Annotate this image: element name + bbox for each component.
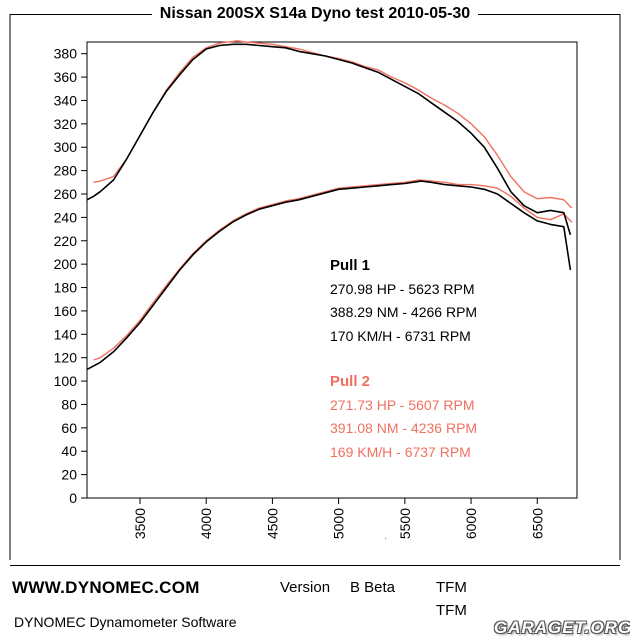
tfm-label-1: TFM [436,579,467,596]
chart-title-text: Nissan 200SX S14a Dyno test 2010-05-30 [151,5,479,22]
x-tick-label: 3500 [132,508,148,539]
watermark-logo: GARAGET.ORG [494,618,630,637]
y-tick-label: 360 [54,69,78,85]
y-tick-label: 340 [54,92,78,108]
series-lines [86,40,573,371]
brand-url: WWW.DYNOMEC.COM [12,578,200,597]
y-tick-label: 80 [61,396,77,412]
pull2-title: Pull 2 [330,373,371,390]
y-tick-label: 20 [61,467,77,483]
pull2-nm: 391.08 NM - 4236 RPM [330,420,478,436]
version-value: B Beta [350,579,396,596]
y-tick-label: 100 [54,373,78,389]
stray-mark: · [384,533,387,544]
y-tick-label: 160 [54,303,78,319]
pull1-title: Pull 1 [330,257,371,274]
y-tick-label: 40 [61,443,77,459]
pull1-speed: 170 KM/H - 6731 RPM [330,328,471,344]
footer-separator [10,565,620,566]
y-tick-label: 240 [54,209,78,225]
series-line-pull-1-power-hp [86,180,572,371]
pull2-speed: 169 KM/H - 6737 RPM [330,444,471,460]
x-tick-label: 4000 [198,508,214,539]
version-label: Version [280,579,331,596]
series-line-pull-2-torque-nm [93,40,573,209]
y-tick-label: 0 [69,490,77,506]
y-tick-label: 280 [54,163,78,179]
y-tick-label: 180 [54,280,78,296]
y-tick-label: 200 [54,256,78,272]
pull2-hp: 271.73 HP - 5607 RPM [330,397,475,413]
axes: 0 20 40 60 80 100 120 140 160 180 200 220 240 260 280 3… [54,41,578,539]
x-tick-label: 5000 [331,508,347,539]
y-tick-label: 140 [54,326,78,342]
plot-area-border [86,41,578,499]
y-tick-label: 60 [61,420,77,436]
y-tick-label: 220 [54,233,78,249]
y-tick-label: 300 [54,139,78,155]
x-tick-label: 4500 [264,508,280,539]
tfm-label-2: TFM [436,602,467,619]
x-tick-label: 5500 [397,508,413,539]
pull1-nm: 388.29 NM - 4266 RPM [330,304,478,320]
y-tick-label: 380 [54,46,78,62]
series-line-pull-2-power-hp [93,179,573,361]
y-tick-label: 260 [54,186,78,202]
y-tick-label: 120 [54,350,78,366]
chart-title: Nissan 200SX S14a Dyno test 2010-05-30 [0,4,630,24]
dyno-chart: 0 20 40 60 80 100 120 140 160 180 200 220 240 260 280 3… [9,14,621,560]
series-line-pull-1-torque-nm [86,43,572,236]
software-name: DYNOMEC Dynamometer Software [14,614,237,630]
pull1-hp: 270.98 HP - 5623 RPM [330,281,475,297]
x-tick-label: 6000 [463,508,479,539]
x-tick-label: 6500 [529,508,545,539]
y-tick-label: 320 [54,116,78,132]
